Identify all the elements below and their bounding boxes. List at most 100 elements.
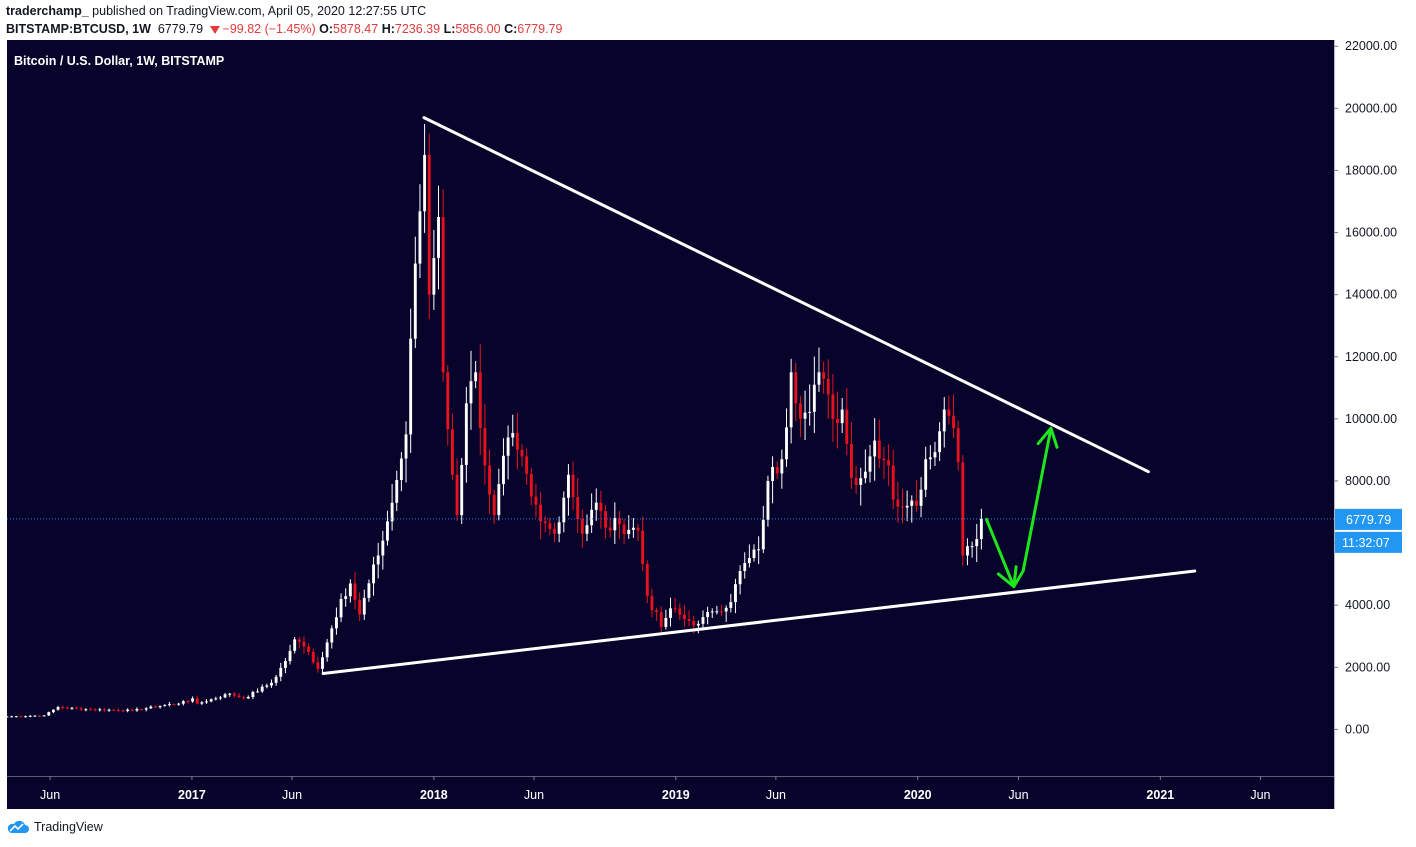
candle-body xyxy=(19,716,23,718)
candle-body xyxy=(942,409,946,432)
candle-body xyxy=(10,716,14,718)
candle-body xyxy=(140,708,143,710)
candle-body xyxy=(543,521,547,524)
candle-body xyxy=(163,705,167,707)
candle-body xyxy=(28,715,32,717)
time-tick-label: Jun xyxy=(1250,788,1270,802)
tradingview-brand: TradingView xyxy=(34,820,103,834)
candle-body xyxy=(975,539,979,547)
candle-body xyxy=(961,462,965,556)
candle-body xyxy=(79,708,83,710)
candle-body xyxy=(265,685,269,687)
price-tick-label: 22000.00 xyxy=(1345,39,1397,53)
candle-body xyxy=(525,456,529,474)
candle-body xyxy=(413,263,417,339)
candle-body xyxy=(766,480,770,520)
candle-body xyxy=(859,478,863,485)
candle-body xyxy=(205,701,208,703)
candle-body xyxy=(706,611,710,618)
candle-body xyxy=(154,706,157,708)
candle-body xyxy=(47,712,51,716)
time-axis[interactable] xyxy=(7,776,1334,809)
candle-body xyxy=(794,372,798,404)
open-value: 5878.47 xyxy=(333,22,379,36)
candle-body xyxy=(780,459,784,474)
candle-body xyxy=(785,427,788,460)
plot-area[interactable] xyxy=(7,40,1334,776)
candle-body xyxy=(696,623,700,626)
candle-body xyxy=(464,403,468,465)
publication-line: traderchamp_ published on TradingView.co… xyxy=(6,4,426,18)
candle-body xyxy=(641,530,645,565)
time-tick-label: Jun xyxy=(1008,788,1028,802)
candle-body xyxy=(334,617,338,629)
candle-body xyxy=(102,709,106,711)
candle-body xyxy=(130,709,134,711)
price-tick-label: 0.00 xyxy=(1345,722,1369,736)
candle-body xyxy=(585,525,589,534)
price-tick-label: 18000.00 xyxy=(1345,163,1397,177)
candle-body xyxy=(901,506,904,508)
author-name[interactable]: traderchamp_ xyxy=(6,4,89,18)
close-label: C: xyxy=(504,22,518,36)
candle-body xyxy=(738,571,742,585)
candle-body xyxy=(877,440,881,459)
candle-body xyxy=(817,372,821,385)
candle-body xyxy=(604,511,607,528)
candle-body xyxy=(724,607,728,612)
candle-body xyxy=(812,384,816,412)
candle-body xyxy=(492,494,496,516)
candle-body xyxy=(622,524,626,535)
candle-body xyxy=(191,698,195,702)
candle-body xyxy=(297,639,301,642)
candle-body xyxy=(734,584,737,603)
candle-body xyxy=(409,338,413,435)
candle-body xyxy=(845,409,849,444)
candle-body xyxy=(362,597,366,615)
candle-body xyxy=(135,708,139,711)
candle-body xyxy=(594,502,598,510)
projection-arrow-path xyxy=(984,427,1053,589)
candle-body xyxy=(692,620,696,626)
low-value: 5856.00 xyxy=(455,22,501,36)
candle-body xyxy=(450,429,454,475)
candle-body xyxy=(418,211,422,264)
price-tick-label: 16000.00 xyxy=(1345,226,1397,240)
candle-body xyxy=(938,431,942,453)
candle-body xyxy=(659,612,663,627)
candle-body xyxy=(223,694,227,698)
candle-body xyxy=(868,456,872,472)
candle-body xyxy=(613,518,617,531)
candle-body xyxy=(919,489,923,506)
current-price-badge xyxy=(1335,508,1402,530)
candle-body xyxy=(126,709,130,711)
candle-body xyxy=(687,619,691,621)
candle-body xyxy=(488,465,491,495)
candle-body xyxy=(882,458,886,461)
price-tick-label: 14000.00 xyxy=(1345,288,1397,302)
candle-body xyxy=(42,715,46,717)
price-axis[interactable] xyxy=(1334,40,1416,809)
candle-body xyxy=(771,466,775,481)
candle-body xyxy=(511,433,515,438)
candle-body xyxy=(502,455,505,485)
candle-body xyxy=(325,642,329,658)
price-badges: 6779.79 11:32:07 xyxy=(1335,508,1402,553)
candle-body xyxy=(98,709,102,711)
candle-body xyxy=(246,696,250,699)
tradingview-footer[interactable]: TradingView xyxy=(6,820,103,834)
candle-body xyxy=(483,428,487,466)
candle-body xyxy=(590,509,594,526)
candle-body xyxy=(599,502,603,512)
candle-body xyxy=(914,500,918,506)
countdown-badge xyxy=(1335,531,1402,553)
candle-body xyxy=(822,372,826,379)
candle-body xyxy=(566,474,570,498)
time-tick-label: 2019 xyxy=(662,788,690,802)
candle-body xyxy=(947,409,951,416)
candle-body xyxy=(293,639,297,651)
candle-body xyxy=(270,682,273,686)
low-label: L: xyxy=(443,22,456,36)
drawing-layer xyxy=(7,116,1334,676)
